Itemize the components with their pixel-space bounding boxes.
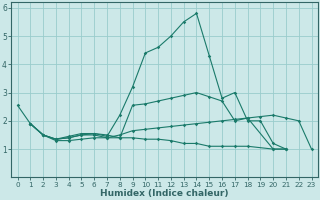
X-axis label: Humidex (Indice chaleur): Humidex (Indice chaleur) xyxy=(100,189,229,198)
